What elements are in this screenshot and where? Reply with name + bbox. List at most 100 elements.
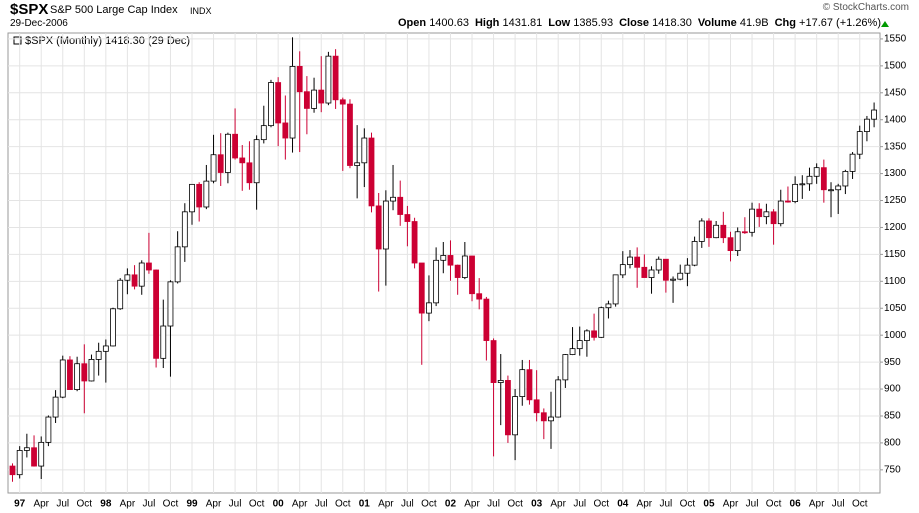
candle-body — [569, 348, 576, 355]
candle-body — [239, 157, 246, 164]
x-tick-label: 99 — [186, 499, 198, 510]
candle-body — [282, 122, 289, 139]
x-tick-label: Oct — [680, 499, 696, 510]
candle-body — [325, 55, 332, 104]
index-name: S&P 500 Large Cap Index — [50, 4, 178, 16]
candle-body — [562, 354, 569, 381]
candle-body — [95, 350, 102, 360]
x-tick-label: 01 — [359, 499, 371, 510]
candle-body — [497, 380, 504, 383]
candle-body — [224, 133, 231, 173]
x-tick-label: 97 — [14, 499, 26, 510]
candle-body — [490, 340, 497, 383]
candle-body — [612, 274, 619, 305]
candle-body — [67, 359, 73, 390]
candle-body — [88, 359, 95, 382]
y-tick-label: 1150 — [884, 249, 906, 260]
candle-body — [820, 167, 827, 191]
x-tick-label: Jul — [315, 499, 328, 510]
y-tick-label: 1400 — [884, 114, 907, 125]
candle-body — [124, 274, 131, 281]
x-tick-label: Oct — [249, 499, 265, 510]
candle-body — [318, 89, 325, 104]
candle-body — [662, 258, 669, 281]
candle-body — [749, 208, 755, 233]
stat-label: Open — [398, 17, 427, 29]
x-tick-label: Apr — [464, 499, 480, 510]
candle-body — [196, 183, 203, 208]
candle-body — [181, 211, 188, 248]
candle-body — [232, 133, 238, 159]
candle-body — [138, 262, 145, 287]
plot-frame — [7, 32, 881, 494]
stats: Open 1400.63 High 1431.81 Low 1385.93 Close… — [392, 17, 881, 29]
candle-body — [16, 450, 23, 476]
legend-label: $SPX (Monthly) 1418.30 (29 Dec) — [25, 35, 190, 47]
candle-body — [23, 447, 30, 451]
ticker: $SPX — [10, 1, 49, 18]
x-tick-label: Jul — [659, 499, 672, 510]
candle-body — [59, 359, 66, 398]
x-tick-label: Apr — [378, 499, 394, 510]
candle-body — [210, 154, 217, 182]
candle-body — [813, 167, 820, 177]
candle-body — [634, 256, 641, 268]
y-tick-label: 750 — [884, 464, 901, 475]
date: 29-Dec-2006 — [10, 18, 68, 29]
y-tick-label: 1050 — [884, 303, 907, 314]
candle-body — [713, 224, 720, 239]
candle-body — [677, 272, 684, 280]
stat-value: 1385.93 — [573, 17, 614, 29]
x-tick-label: Apr — [206, 499, 222, 510]
x-tick-label: Oct — [163, 499, 179, 510]
candle-body — [864, 118, 870, 132]
candle-body — [770, 211, 777, 225]
candle-body — [792, 183, 799, 202]
candle-body — [533, 399, 540, 414]
candle-body — [555, 379, 562, 418]
y-tick-label: 950 — [884, 357, 901, 368]
candle-body — [339, 99, 346, 105]
x-tick-label: 05 — [703, 499, 715, 510]
x-tick-label: Apr — [120, 499, 136, 510]
candle-body — [296, 65, 303, 93]
header: $SPX S&P 500 Large Cap Index INDX 29-Dec… — [0, 0, 919, 32]
candle-body — [117, 279, 124, 310]
candle-body — [785, 200, 791, 203]
candle-body — [756, 208, 763, 218]
candle-body — [691, 241, 698, 266]
candle-body — [260, 125, 267, 141]
candle-body — [799, 183, 806, 186]
x-tick-label: Jul — [56, 499, 69, 510]
candle-body — [505, 380, 511, 436]
candle-body — [390, 196, 396, 202]
source: © StockCharts.com — [822, 2, 909, 13]
candle-body — [871, 109, 877, 120]
candle-body — [584, 330, 590, 341]
candle-body — [38, 441, 45, 467]
stat-value: +17.67 (+1.26%) — [799, 17, 881, 29]
x-tick-label: 06 — [790, 499, 802, 510]
candle-body — [411, 221, 418, 264]
candle-body — [519, 369, 526, 397]
stat-label: Close — [619, 17, 650, 29]
candle-body — [741, 231, 748, 234]
y-tick-label: 900 — [884, 384, 901, 395]
x-tick-label: 03 — [531, 499, 543, 510]
candle-body — [347, 103, 353, 166]
candle-body — [174, 246, 181, 283]
stat-value: 41.9B — [739, 17, 769, 29]
x-tick-label: Jul — [143, 499, 156, 510]
candle-body — [576, 340, 583, 350]
candle-body — [734, 231, 741, 252]
y-tick-label: 1200 — [884, 222, 907, 233]
x-tick-label: Oct — [766, 499, 782, 510]
x-tick-label: Jul — [487, 499, 500, 510]
candle-body — [45, 416, 52, 443]
candle-body — [447, 255, 454, 266]
candle-body — [146, 262, 152, 271]
y-tick-label: 1450 — [884, 87, 907, 98]
candle-body — [52, 396, 59, 418]
x-tick-label: Oct — [507, 499, 523, 510]
